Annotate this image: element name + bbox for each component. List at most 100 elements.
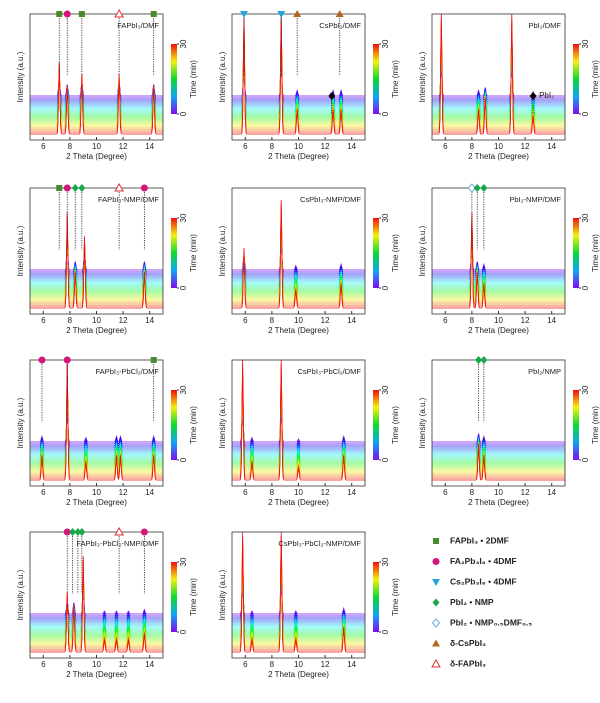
xrd-trace [432,45,565,117]
x-axis-label: 2 Theta (Degree) [66,498,127,507]
x-tick-label: 8 [270,316,275,325]
xrd-trace [30,404,163,453]
xrd-trace [30,561,163,649]
x-tick-label: 8 [270,142,275,151]
xrd-trace [432,437,565,453]
xrd-trace [30,371,163,476]
colorbar-label: Time (min) [391,60,400,98]
x-tick-label: 12 [321,660,330,669]
phase-marker [63,184,71,192]
phase-marker [277,11,286,18]
xrd-trace [30,65,163,131]
plot-frame [431,13,566,141]
xrd-trace [432,63,565,101]
x-axis-label: 2 Theta (Degree) [468,152,529,161]
phase-marker [38,356,46,364]
traces [232,14,365,135]
x-tick-label: 12 [521,142,530,151]
xrd-trace [432,237,565,287]
x-tick-label: 10 [294,316,303,325]
xrd-trace [432,443,565,479]
xrd-trace [30,78,163,101]
x-tick-label: 10 [92,660,101,669]
traces [30,211,163,309]
x-tick-label: 14 [145,660,154,669]
xrd-trace [30,238,163,285]
phase-marker [140,184,148,192]
x-tick-label: 8 [470,488,475,497]
xrd-trace [30,388,163,465]
xrd-trace [30,74,163,115]
x-tick-label: 12 [321,142,330,151]
traces [432,14,565,135]
phase-marker [71,184,79,192]
xrd-trace [432,235,565,289]
x-tick-label: 8 [470,316,475,325]
xrd-trace [232,241,365,275]
xrd-trace [30,590,163,617]
x-tick-label: 14 [347,316,356,325]
colorbar [171,218,177,288]
y-axis-label: Intensity (a.u.) [16,569,25,620]
x-tick-label: 10 [294,142,303,151]
legend-symbol [432,558,440,565]
colorbar-tick-label: 30 [179,213,188,222]
traces [232,360,365,481]
phase-marker [63,10,71,18]
x-axis-label: 2 Theta (Degree) [268,326,329,335]
xrd-trace [30,573,163,639]
legend-label: Cs₂Pb₃I₈ • 4DMF [450,576,517,586]
xrd-trace [30,391,163,463]
xrd-trace [30,585,163,625]
xrd-trace [30,66,163,129]
xrd-trace [432,443,565,475]
xrd-trace [30,411,163,445]
xrd-trace [232,218,365,297]
x-tick-label: 12 [119,660,128,669]
phase-marker [480,184,488,192]
x-axis-label: 2 Theta (Degree) [66,326,127,335]
xrd-trace [432,217,565,305]
xrd-trace [232,238,365,279]
xrd-trace [30,246,163,273]
xrd-trace [30,584,163,627]
phase-marker [63,356,71,364]
panel-title: FAPbI₃-PbCl₂-NMP/DMF [76,539,159,548]
xrd-trace [432,229,565,295]
xrd-trace [30,73,163,117]
xrd-trace [232,242,365,273]
colorbar-label: Time (min) [189,578,198,616]
phase-marker [74,528,82,536]
y-axis-label: Intensity (a.u.) [218,225,227,276]
plot-frame [431,187,566,315]
xrd-trace [30,76,163,109]
xrd-trace [432,48,565,115]
colorbar [373,562,379,632]
xrd-trace [432,32,565,125]
xrd-trace [232,360,365,481]
xrd-trace [432,220,565,303]
colorbar [573,44,579,114]
x-axis-label: 2 Theta (Degree) [268,152,329,161]
panel-title: PbI₂/DMF [529,21,562,30]
xrd-trace [432,29,565,127]
xrd-trace [432,17,565,133]
phase-marker [114,526,124,536]
legend-symbol [432,598,440,607]
xrd-trace [432,227,565,297]
phase-marker [335,10,344,17]
xrd-trace [232,14,365,135]
colorbar-tick-label: 0 [581,111,590,116]
panel-title: CsPbI₃-PbCl₂-NMP/DMF [278,539,361,548]
x-tick-label: 10 [92,488,101,497]
xrd-trace [30,78,163,99]
colorbar-tick-label: 0 [581,457,590,462]
xrd-trace [30,378,163,471]
xrd-trace [432,222,565,301]
colorbar-label: Time (min) [591,234,600,272]
x-tick-label: 8 [270,660,275,669]
x-tick-label: 10 [494,142,503,151]
x-tick-label: 14 [145,488,154,497]
xrd-trace [232,212,365,301]
x-tick-label: 6 [443,316,448,325]
